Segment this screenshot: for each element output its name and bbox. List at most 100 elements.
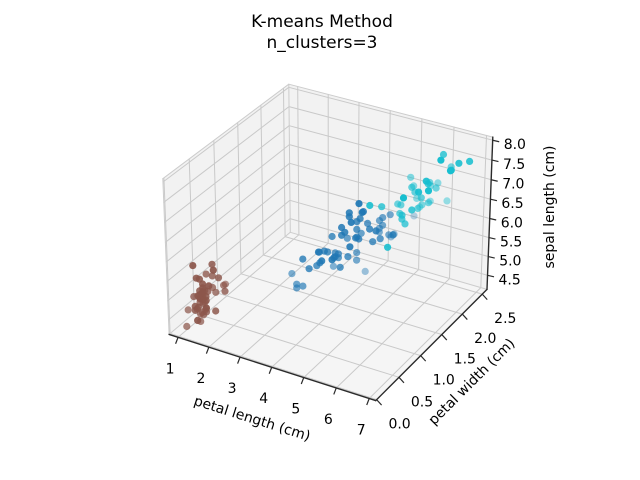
pane-edge <box>288 83 291 233</box>
y-grid-line <box>260 104 264 256</box>
z-grid-line <box>164 144 290 243</box>
z-grid-line <box>164 125 290 223</box>
y-grid-line <box>284 236 483 295</box>
z-grid-line <box>288 86 494 141</box>
scatter-point <box>379 214 387 222</box>
pane-edge <box>162 83 290 180</box>
tick-mark <box>366 398 370 406</box>
z-grid-line <box>168 218 291 321</box>
chart-title-line1: K-means Method <box>251 12 393 32</box>
z-grid-line <box>163 106 290 203</box>
axis-lines <box>168 136 494 402</box>
scatter-point <box>366 225 374 233</box>
scatter-point <box>205 282 213 290</box>
pane-edge <box>288 83 494 138</box>
tick-labels: 1 2 3 4 5 6 7 0.00.51.0 1.5 2.0 2.5 4.5 5.0 5.5 6.0 6.5… <box>166 137 526 438</box>
scatter-point <box>384 243 392 251</box>
tick-mark <box>420 355 427 362</box>
scatter-point <box>353 256 361 264</box>
scatter-point <box>446 167 455 175</box>
z-grid-line <box>289 162 491 219</box>
tick-mark <box>488 237 496 240</box>
scatter-point <box>288 270 296 278</box>
tick-mark <box>175 337 179 344</box>
scatter-point <box>397 201 405 209</box>
y-tick-label: 1.5 <box>454 352 476 368</box>
tick-mark <box>237 356 241 364</box>
scatter-point <box>399 194 408 202</box>
z-tick-label: 6.0 <box>501 216 523 232</box>
z-grid-line <box>165 162 291 263</box>
tick-marks <box>175 139 500 406</box>
chart-title: K-means Method n_clusters=3 <box>251 12 393 54</box>
pane-edge <box>162 178 170 335</box>
z-tick-label: 7.5 <box>503 157 525 173</box>
y-tick-label: 2.0 <box>474 331 496 347</box>
scatter-point <box>324 248 332 256</box>
y-grid-line <box>237 122 242 275</box>
scatter-point <box>299 255 307 263</box>
scatter-point <box>346 243 354 251</box>
x-tick-label: 3 <box>228 381 237 397</box>
z-grid-line <box>289 181 490 239</box>
scatter-point <box>355 200 363 208</box>
x-axis-line <box>168 333 377 402</box>
scatter-point <box>408 183 416 191</box>
y-grid-line <box>169 333 378 401</box>
scatter-point <box>305 265 313 273</box>
x-grid-line <box>208 242 329 348</box>
tick-mark <box>398 376 405 384</box>
scatter-point <box>194 292 202 300</box>
y-tick-label: 0.0 <box>388 417 410 433</box>
x-tick-label: 4 <box>259 391 268 407</box>
scatter-point <box>209 266 217 274</box>
pane-edge <box>168 231 291 335</box>
scatter-point <box>214 274 223 282</box>
y-grid-line <box>163 177 171 334</box>
scatter-point <box>358 208 366 216</box>
tick-mark <box>491 159 499 163</box>
scatter-point <box>385 231 393 239</box>
scatter-point <box>344 253 352 261</box>
tick-mark <box>492 139 500 143</box>
scatter-point <box>366 201 374 210</box>
x-grid-line <box>368 287 482 399</box>
scatter-point <box>422 177 430 185</box>
z-grid-line <box>162 86 290 183</box>
scatter-point <box>194 303 202 311</box>
scatter-point <box>329 262 337 270</box>
scatter-point <box>184 306 192 314</box>
scatter-point <box>386 211 394 219</box>
scatter-point <box>183 322 191 330</box>
y-tick-label: 1.0 <box>433 373 455 389</box>
scatter-point <box>408 206 416 214</box>
y-grid-line <box>213 140 219 294</box>
scatter-point <box>318 257 326 265</box>
x-tick-label: 2 <box>196 371 205 387</box>
x-grid-line <box>297 86 300 236</box>
scatter-point <box>432 184 440 192</box>
scatter-point <box>347 218 355 226</box>
z-grid-line <box>288 125 492 181</box>
pane-edge <box>289 231 488 290</box>
scatter-point <box>355 235 363 243</box>
scatter-point <box>364 219 372 227</box>
x-grid-line <box>480 134 487 289</box>
x-grid-line <box>303 269 420 378</box>
z-grid-line <box>288 144 491 200</box>
scatter-point <box>378 203 386 211</box>
z-tick-label: 6.5 <box>501 196 523 212</box>
tick-mark <box>333 387 337 395</box>
y-grid-line <box>262 254 463 315</box>
scatter-point <box>345 209 353 217</box>
tick-mark <box>461 313 468 320</box>
x-grid-line <box>271 260 389 368</box>
tick-mark <box>489 217 497 221</box>
z-axis-label: sepal length (cm) <box>542 145 558 269</box>
scatter-point <box>414 204 422 213</box>
scatter-point <box>424 199 433 207</box>
scatter-point <box>466 157 474 165</box>
y-grid-line <box>188 158 195 314</box>
